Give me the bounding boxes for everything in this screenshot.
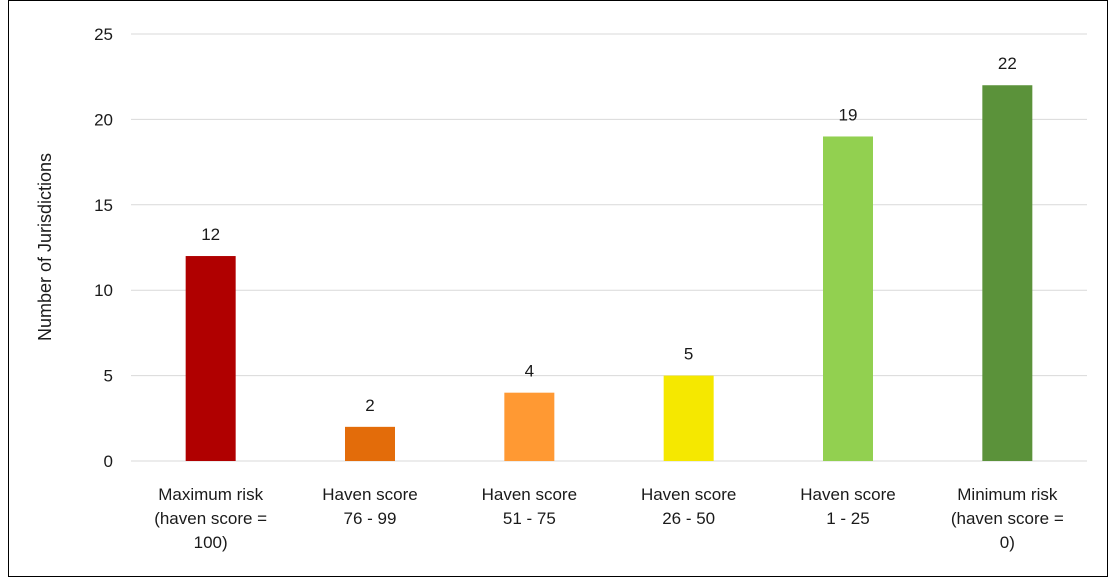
category-label-line: Minimum risk [957, 485, 1058, 504]
category-label-line: 51 - 75 [503, 509, 556, 528]
gridlines [131, 33, 1087, 462]
category-label-line: Haven score [800, 485, 895, 504]
category-label: Minimum risk (haven score = 0) [951, 485, 1064, 552]
category-label-line: (haven score = [951, 509, 1064, 528]
y-tick-label: 0 [104, 452, 113, 471]
category-label-line: Maximum risk [158, 485, 263, 504]
category-label: Maximum risk (haven score = 100) [154, 485, 267, 552]
y-tick-label: 20 [94, 110, 113, 129]
category-label-line: 26 - 50 [662, 509, 715, 528]
x-axis-category-labels: Maximum risk (haven score = 100) Haven scor… [154, 485, 1064, 552]
data-label: 12 [201, 225, 220, 244]
bars [185, 85, 1033, 462]
data-label: 22 [998, 54, 1017, 73]
category-label-line: 100) [194, 533, 228, 552]
category-label: Haven score 26 - 50 [641, 485, 736, 528]
bar [185, 256, 236, 461]
y-axis-title: Number of Jurisdictions [35, 153, 55, 341]
y-tick-label: 15 [94, 196, 113, 215]
data-label: 2 [365, 396, 374, 415]
bar [982, 85, 1033, 462]
category-label: Haven score 51 - 75 [482, 485, 577, 528]
bar [345, 426, 395, 461]
category-label: Haven score 76 - 99 [322, 485, 417, 528]
category-label-line: Haven score [322, 485, 417, 504]
data-label: 19 [839, 105, 858, 124]
category-label-line: 0) [1000, 533, 1015, 552]
data-labels: 12 2 4 5 19 22 [201, 54, 1017, 415]
bar [823, 136, 873, 462]
category-label-line: (haven score = [154, 509, 267, 528]
category-label-line: Haven score [641, 485, 736, 504]
bar [504, 392, 555, 461]
y-tick-label: 25 [94, 25, 113, 44]
category-label-line: Haven score [482, 485, 577, 504]
data-label: 5 [684, 345, 693, 364]
category-label-line: 76 - 99 [344, 509, 397, 528]
bar-chart: 0 5 10 15 20 25 12 2 4 5 19 22 Maximum risk (haven … [35, 25, 1087, 552]
chart-frame: 0 5 10 15 20 25 12 2 4 5 19 22 Maximum risk (haven … [8, 0, 1108, 577]
y-tick-label: 10 [94, 281, 113, 300]
bar [663, 375, 714, 461]
y-tick-label: 5 [104, 367, 113, 386]
category-label-line: 1 - 25 [826, 509, 869, 528]
data-label: 4 [525, 362, 534, 381]
y-axis-tick-labels: 0 5 10 15 20 25 [94, 25, 113, 471]
category-label: Haven score 1 - 25 [800, 485, 895, 528]
